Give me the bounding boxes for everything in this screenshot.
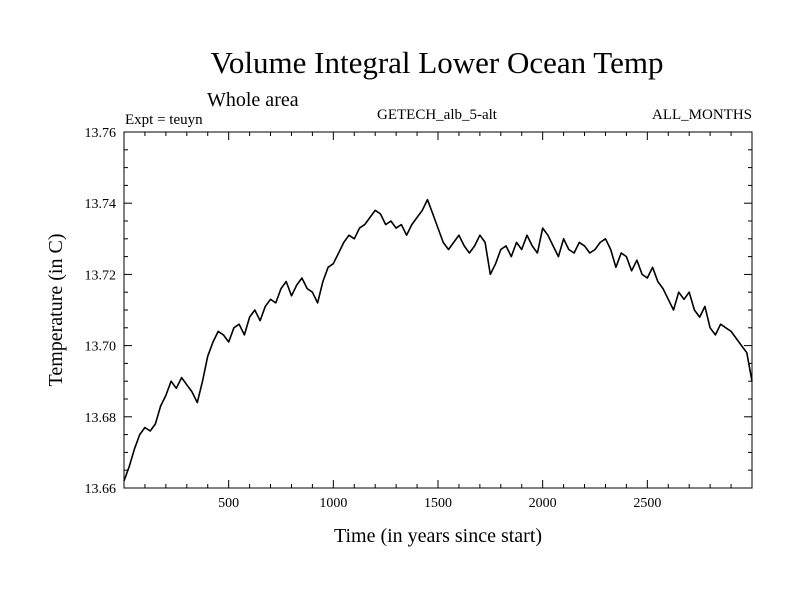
chart-title: Volume Integral Lower Ocean Temp [211, 45, 664, 80]
months-label: ALL_MONTHS [652, 107, 752, 123]
x-tick-label: 1500 [424, 496, 452, 511]
temperature-series-line [123, 198, 753, 482]
x-axis-ticks [144, 132, 732, 488]
x-tick-label: 1000 [319, 496, 347, 511]
y-tick-label: 13.74 [85, 197, 117, 212]
y-axis-tick-labels: 13.66 13.68 13.70 13.72 13.74 13.76 [85, 126, 117, 497]
chart-subtitle: Whole area [207, 89, 299, 111]
y-tick-label: 13.72 [85, 268, 117, 283]
plot-frame [123, 131, 753, 489]
y-axis-title: Temperature (in C) [45, 234, 67, 387]
y-tick-label: 13.68 [85, 411, 117, 426]
run-label: GETECH_alb_5-alt [377, 107, 498, 123]
x-axis-tick-labels: 500 1000 1500 2000 2500 [218, 496, 661, 511]
expt-label: Expt = teuyn [125, 112, 203, 128]
y-tick-label: 13.76 [85, 126, 117, 141]
x-axis-title: Time (in years since start) [334, 525, 542, 547]
y-axis-ticks [124, 149, 752, 471]
y-tick-label: 13.66 [85, 482, 117, 497]
x-tick-label: 500 [218, 496, 239, 511]
x-tick-label: 2000 [529, 496, 557, 511]
x-tick-label: 2500 [633, 496, 661, 511]
y-tick-label: 13.70 [85, 340, 117, 355]
